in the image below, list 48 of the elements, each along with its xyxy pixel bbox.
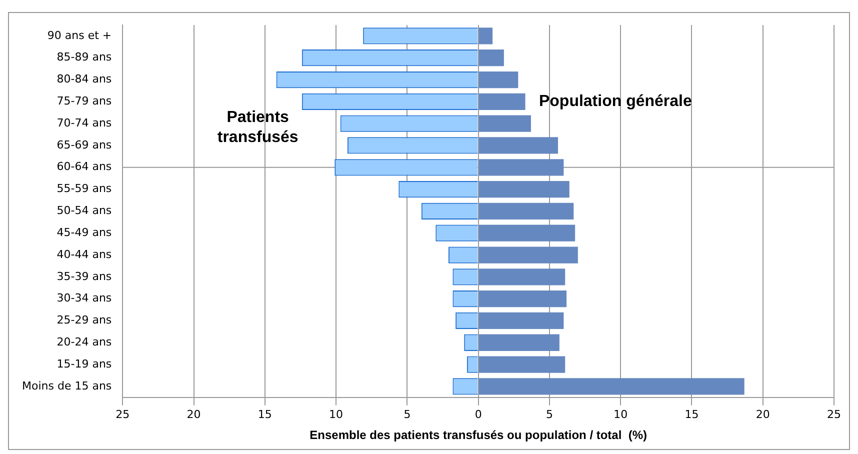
y-tick-label: 40-44 ans (56, 248, 112, 261)
y-tick-label: 35-39 ans (56, 270, 112, 283)
bar (478, 268, 566, 286)
bar (478, 334, 560, 351)
bar (478, 224, 576, 242)
x-tick-label: 25 (116, 408, 130, 421)
bar (478, 50, 504, 66)
y-tick-label: 60-64 ans (56, 160, 112, 174)
y-tick-label: 50-54 ans (56, 204, 112, 218)
x-tick-label: 20 (186, 408, 201, 421)
series-label: Patients transfusés (217, 108, 298, 146)
y-tick-label: 25-29 ans (56, 314, 112, 327)
x-tick-label: 15 (684, 408, 699, 421)
bar (478, 378, 744, 395)
y-tick-label: 70-74 ans (56, 116, 112, 130)
y-tick-label: 55-59 ans (56, 182, 112, 196)
bar (478, 159, 564, 176)
x-tick-label: 5 (404, 408, 411, 421)
bar (478, 202, 574, 220)
y-tick-label: 90 ans et + (47, 28, 112, 42)
y-tick-label: 20-24 ans (56, 335, 112, 348)
bar (478, 28, 493, 44)
y-tick-label: 75-79 ans (56, 94, 112, 108)
series-label: Population générale (538, 93, 692, 110)
y-tick-label: 15-19 ans (56, 357, 112, 370)
y-tick-label: 85-89 ans (56, 50, 112, 64)
bar (478, 356, 566, 373)
x-tick-label: 15 (258, 408, 272, 421)
x-tick-label: 10 (614, 408, 628, 421)
bar (478, 71, 518, 88)
y-tick-label: 80-84 ans (56, 72, 112, 86)
bar (478, 290, 567, 308)
bar (478, 137, 558, 154)
y-tick-label: Moins de 15 ans (22, 379, 112, 392)
x-tick-label: 10 (329, 408, 344, 421)
x-axis-title: Ensemble des patients transfusés ou population / total (%) (310, 428, 648, 442)
bar (478, 180, 570, 198)
y-tick-label: 30-34 ans (56, 292, 112, 305)
x-tick-label: 20 (756, 408, 770, 421)
x-tick-label: 5 (546, 408, 553, 421)
x-tick-label: 25 (827, 408, 841, 421)
bar (478, 115, 531, 132)
bar (478, 246, 578, 264)
bar (478, 312, 564, 330)
bar (478, 93, 526, 110)
x-tick-label: 0 (474, 408, 482, 421)
y-tick-label: 45-49 ans (56, 226, 112, 239)
y-tick-label: 65-69 ans (56, 138, 112, 152)
